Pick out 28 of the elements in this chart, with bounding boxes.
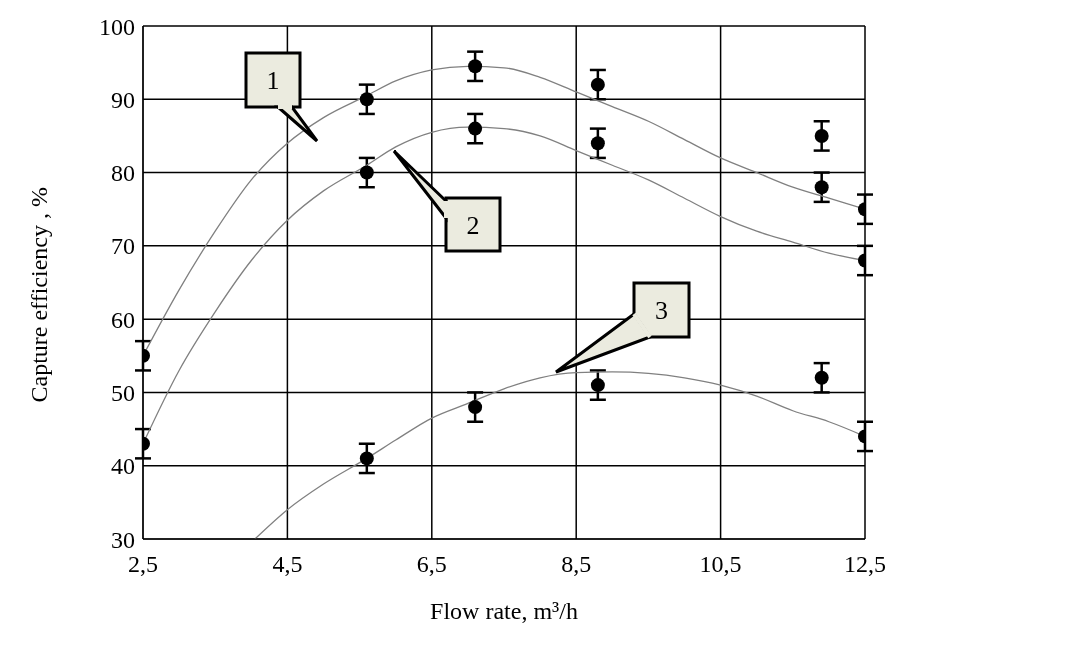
annotation: 3 <box>655 296 668 325</box>
point <box>590 378 605 393</box>
y-axis-title: Capture efficiency , % <box>25 187 52 403</box>
x-tick-label: 2,5 <box>128 551 158 578</box>
point <box>468 400 483 415</box>
x-tick-label: 8,5 <box>561 551 592 578</box>
point <box>468 59 483 74</box>
annotation: 1 <box>266 66 280 95</box>
y-tick-label: 100 <box>99 13 135 40</box>
y-tick-label: 40 <box>111 453 135 480</box>
x-tick-label: 4,5 <box>272 551 303 578</box>
point <box>359 451 374 466</box>
y-tick-label: 90 <box>111 86 135 113</box>
point <box>468 121 483 136</box>
x-tick-label: 6,5 <box>416 551 447 578</box>
point <box>590 77 605 92</box>
x-tick-label: 10,5 <box>699 551 742 578</box>
x-axis-title: Flow rate, m³/h <box>430 598 578 624</box>
point <box>359 92 374 107</box>
y-tick-label: 30 <box>111 526 135 553</box>
point <box>359 165 374 180</box>
annotation: 2 <box>466 210 480 240</box>
y-tick-label: 60 <box>111 306 135 333</box>
y-tick-label: 50 <box>111 379 135 406</box>
x-tick-label: 12,5 <box>844 551 886 578</box>
y-tick-label: 70 <box>111 233 135 260</box>
point <box>590 136 605 151</box>
y-tick-label: 80 <box>111 160 135 187</box>
